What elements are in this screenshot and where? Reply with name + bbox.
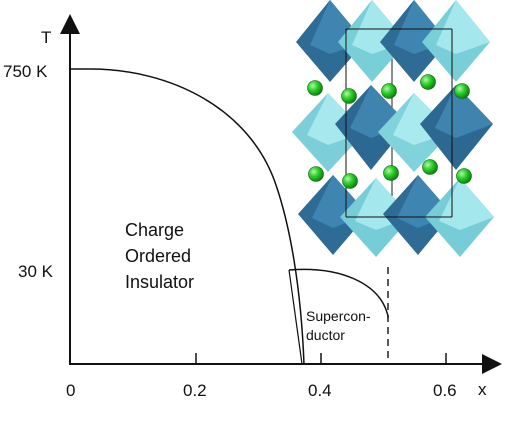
y-axis-label: T [41,28,51,47]
superconducting-dome-boundary-left [288,269,303,365]
y-tick-label-750: 750 K [3,62,48,81]
x-tick-label-04: 0.4 [308,381,332,400]
y-tick-label-30: 30 K [18,262,54,281]
charge-ordered-label-line3: Insulator [125,272,194,292]
x-tick-label-0: 0 [66,381,75,400]
superconductor-label-line2: ductor [306,327,345,343]
perovskite-crystal-structure-icon [292,0,494,257]
x-axis-label: x [478,380,487,399]
x-tick-label-02: 0.2 [183,381,207,400]
charge-ordered-label-line2: Ordered [125,246,191,266]
superconductor-label-line1: Supercon- [306,308,371,324]
charge-ordered-label-line1: Charge [125,220,184,240]
charge-ordered-boundary [70,68,305,365]
superconducting-dome [288,268,389,318]
x-tick-label-06: 0.6 [433,381,457,400]
